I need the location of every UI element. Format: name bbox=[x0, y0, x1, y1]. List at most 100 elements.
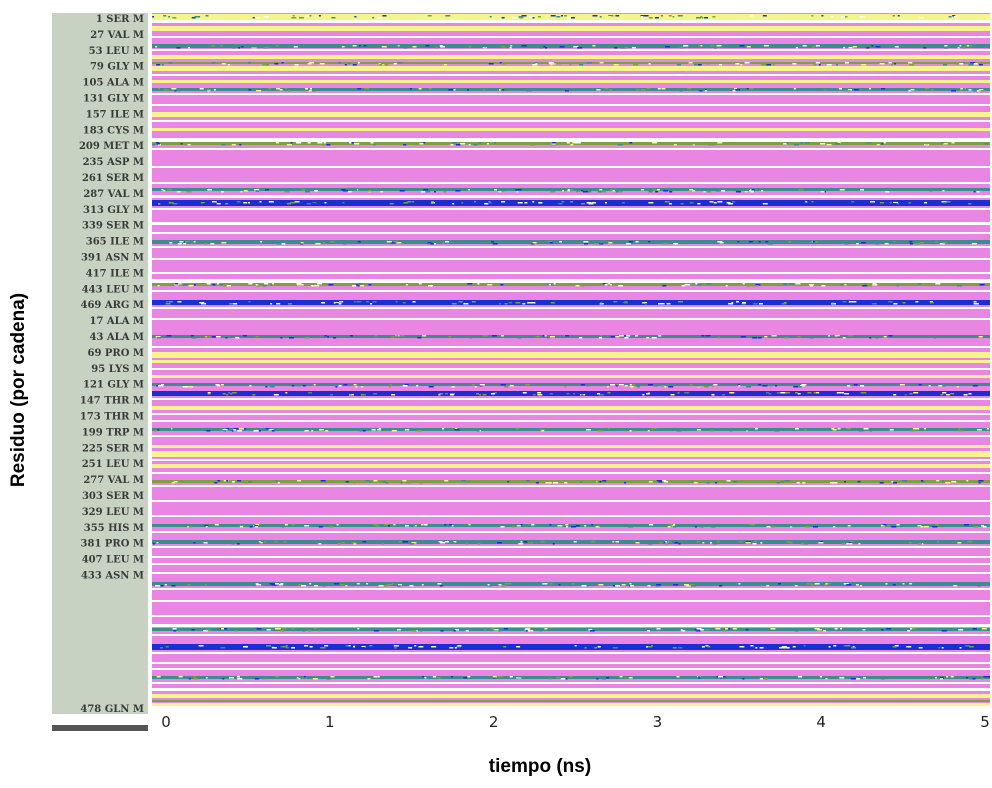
noise-dot bbox=[409, 543, 414, 545]
noise-dot bbox=[183, 629, 189, 631]
noise-dot bbox=[981, 628, 987, 630]
noise-dot bbox=[674, 542, 679, 544]
noise-dot bbox=[683, 584, 689, 586]
noise-dot bbox=[211, 201, 217, 203]
noise-dot bbox=[809, 285, 813, 287]
noise-dot bbox=[942, 242, 947, 244]
noise-dot bbox=[951, 481, 957, 483]
noise-dot bbox=[504, 386, 508, 388]
noise-dot bbox=[525, 628, 531, 630]
y-tick-label: 391 ASN M bbox=[81, 253, 144, 264]
noise-dot bbox=[225, 203, 229, 205]
noise-dot bbox=[744, 62, 750, 64]
noise-dot bbox=[161, 384, 164, 386]
noise-dot bbox=[662, 303, 665, 305]
noise-dot bbox=[659, 542, 663, 544]
noise-dot bbox=[567, 190, 571, 192]
y-tick-label: 43 ALA M bbox=[90, 332, 145, 343]
noise-dot bbox=[475, 45, 481, 47]
noise-dot bbox=[422, 335, 427, 337]
noise-dot bbox=[393, 63, 397, 65]
noise-dot bbox=[673, 584, 679, 586]
noise-dot bbox=[596, 678, 599, 680]
band-stripe-73 bbox=[152, 628, 990, 631]
noise-dot bbox=[893, 303, 898, 305]
noise-dot bbox=[776, 392, 781, 394]
band-stripe-29 bbox=[152, 246, 990, 248]
noise-dot bbox=[469, 46, 472, 48]
noise-dot bbox=[597, 191, 603, 193]
noise-dot bbox=[959, 89, 962, 91]
noise-dot bbox=[304, 525, 310, 527]
noise-dot bbox=[550, 302, 555, 304]
noise-dot bbox=[791, 428, 796, 430]
noise-dot bbox=[175, 283, 179, 285]
noise-dot bbox=[648, 480, 651, 482]
noise-dot bbox=[374, 15, 378, 17]
noise-dot bbox=[516, 525, 521, 527]
noise-dot bbox=[226, 428, 230, 430]
noise-dot bbox=[697, 676, 701, 678]
noise-dot bbox=[635, 89, 639, 91]
y-tick-label: 173 THR M bbox=[80, 412, 144, 423]
noise-dot bbox=[819, 676, 822, 678]
noise-dot bbox=[193, 678, 199, 680]
noise-dot bbox=[674, 541, 678, 543]
noise-dot bbox=[982, 526, 987, 528]
noise-dot bbox=[919, 17, 924, 19]
noise-dot bbox=[649, 524, 654, 526]
noise-dot bbox=[966, 480, 969, 482]
noise-dot bbox=[524, 202, 528, 204]
noise-dot bbox=[803, 645, 806, 647]
noise-dot bbox=[788, 201, 794, 203]
noise-dot bbox=[570, 526, 576, 528]
noise-row-16 bbox=[152, 541, 973, 545]
noise-dot bbox=[725, 285, 728, 287]
noise-dot bbox=[664, 481, 669, 483]
noise-dot bbox=[304, 645, 308, 647]
noise-dot bbox=[917, 525, 922, 527]
noise-dot bbox=[370, 303, 373, 305]
noise-dot bbox=[419, 335, 424, 337]
noise-dot bbox=[396, 629, 401, 631]
noise-dot bbox=[876, 525, 881, 527]
noise-dot bbox=[547, 337, 550, 339]
noise-dot bbox=[521, 15, 527, 17]
noise-dot bbox=[762, 541, 764, 543]
noise-dot bbox=[614, 47, 618, 49]
noise-dot bbox=[493, 392, 497, 394]
noise-dot bbox=[973, 301, 977, 303]
noise-dot bbox=[404, 541, 409, 543]
noise-dot bbox=[853, 384, 858, 386]
noise-dot bbox=[503, 646, 507, 648]
noise-dot bbox=[950, 676, 954, 678]
noise-dot bbox=[893, 241, 896, 243]
noise-dot bbox=[248, 202, 250, 204]
noise-dot bbox=[416, 385, 419, 387]
noise-dot bbox=[215, 62, 218, 64]
noise-dot bbox=[844, 62, 849, 64]
noise-dot bbox=[732, 90, 736, 92]
noise-dot bbox=[861, 64, 867, 66]
noise-dot bbox=[871, 45, 874, 47]
noise-dot bbox=[254, 189, 260, 191]
noise-dot bbox=[941, 385, 946, 387]
noise-dot bbox=[697, 45, 700, 47]
noise-dot bbox=[265, 189, 269, 191]
noise-dot bbox=[564, 482, 568, 484]
noise-dot bbox=[826, 144, 832, 146]
noise-dot bbox=[374, 335, 377, 337]
noise-dot bbox=[880, 525, 886, 527]
noise-dot bbox=[696, 541, 700, 543]
noise-dot bbox=[177, 283, 182, 285]
noise-dot bbox=[961, 628, 965, 630]
noise-dot bbox=[705, 645, 709, 647]
noise-dot bbox=[673, 524, 676, 526]
noise-dot bbox=[851, 647, 856, 649]
noise-dot bbox=[418, 88, 422, 90]
noise-dot bbox=[627, 526, 633, 528]
noise-dot bbox=[924, 202, 928, 204]
noise-dot bbox=[726, 628, 731, 630]
noise-dot bbox=[425, 45, 430, 47]
noise-dot bbox=[972, 385, 978, 387]
